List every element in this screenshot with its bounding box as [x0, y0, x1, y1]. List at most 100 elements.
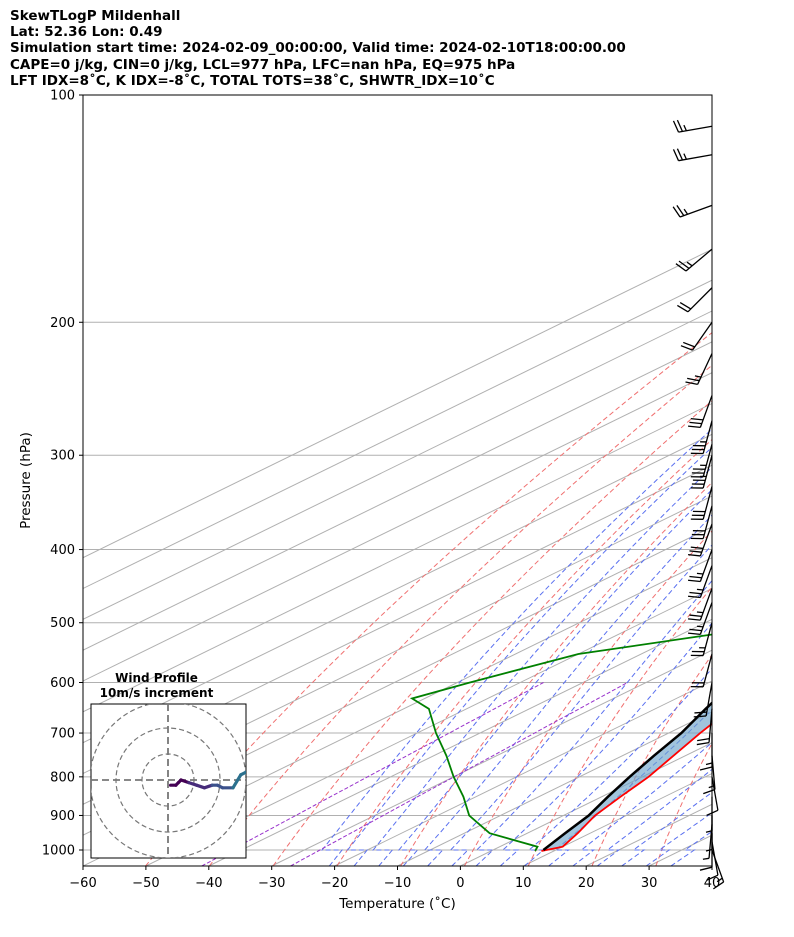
wind-barb-half-flag [705, 830, 713, 833]
isotherm-gridline [83, 341, 712, 651]
wind-barb-flag [693, 715, 707, 718]
hodograph-segment [262, 770, 267, 773]
y-tick-label: 600 [50, 676, 75, 691]
hodograph-title: Wind Profile [115, 671, 198, 685]
wind-barb-flag [672, 149, 680, 161]
dry-adiabat [720, 95, 794, 866]
wind-barb-flag [683, 341, 696, 348]
y-tick-label: 800 [50, 770, 75, 785]
wind-barb [696, 708, 713, 746]
dry-adiabat [336, 438, 712, 866]
wind-barb-half-flag [708, 784, 715, 789]
x-tick-label: −10 [384, 876, 411, 891]
moist-adiabat [596, 768, 712, 866]
isotherm-gridline [83, 248, 712, 559]
hodograph-segment [244, 770, 246, 774]
chart-title: SkewTLogP Mildenhall [10, 8, 181, 24]
moist-adiabat [371, 466, 712, 866]
wind-barb-staff [708, 708, 713, 743]
dry-adiabat [272, 400, 712, 866]
plot-area [83, 95, 794, 866]
wind-barb-staff [702, 443, 713, 478]
wind-barb [690, 455, 713, 489]
wind-barb [688, 602, 713, 636]
wind-barb-half-flag [694, 375, 702, 378]
wind-barb-flag [706, 874, 719, 881]
wind-barb-staff [702, 622, 713, 656]
wind-barb-staff [697, 353, 713, 385]
dry-adiabat [400, 481, 712, 866]
wind-barb-flag [690, 546, 704, 550]
y-tick-label: 900 [50, 809, 75, 824]
wind-barb [690, 486, 713, 520]
wind-barb-flag [689, 628, 702, 632]
x-tick-label: −60 [69, 876, 96, 891]
wind-barb-flag [688, 554, 701, 557]
wind-barb-flag [706, 809, 719, 816]
cape-shading [541, 702, 712, 851]
wind-barb [690, 443, 713, 478]
wind-barb-staff [679, 204, 713, 218]
wind-barb-staff [699, 602, 713, 635]
wind-barb-staff [699, 523, 713, 557]
wind-barb-flag [688, 595, 701, 599]
wind-barb-flag [672, 120, 680, 133]
hodograph-segment [231, 773, 243, 790]
wind-barb-staff [711, 841, 719, 876]
wind-barb-flag [679, 302, 692, 310]
y-tick-label: 700 [50, 727, 75, 742]
y-axis-label: Pressure (hPa) [18, 432, 34, 529]
wind-barb-flag [677, 304, 689, 313]
wind-barb-staff [702, 420, 713, 454]
wind-barb-staff [702, 455, 713, 489]
wind-barb-half-flag [705, 762, 713, 766]
y-tick-label: 300 [50, 449, 75, 464]
isotherm-gridline [711, 865, 712, 866]
wind-barb-half-flag [696, 572, 704, 575]
wind-barb-flag [689, 421, 702, 425]
wind-barb-half-flag [702, 857, 710, 860]
x-tick-label: −30 [258, 876, 285, 891]
wind-barb-flag [689, 575, 702, 579]
wind-barb-flag [676, 119, 684, 132]
isotherm-gridline [83, 526, 712, 836]
isotherm-gridline [460, 742, 712, 866]
wind-barb [706, 841, 719, 881]
wind-barb-flag [689, 550, 702, 553]
wind-barb [675, 248, 713, 272]
y-tick-label: 400 [50, 543, 75, 558]
wind-barb [677, 287, 713, 313]
wind-barb [699, 733, 713, 771]
wind-barb [690, 420, 713, 455]
wind-barb-staff [705, 682, 713, 717]
wind-barb-flag [713, 881, 724, 890]
hodograph-subtitle: 10m/s increment [100, 686, 214, 700]
wind-barb-staff [699, 395, 713, 428]
wind-barb [688, 549, 713, 583]
wind-barb-flag [696, 741, 710, 746]
wind-barb-flag [689, 614, 702, 618]
wind-barb-half-flag [686, 261, 693, 267]
wind-barb-half-flag [683, 208, 689, 215]
wind-barb-half-flag [696, 625, 704, 628]
parcel-profile [542, 701, 712, 851]
isotherm-gridline [208, 618, 712, 866]
wind-barb [693, 682, 713, 718]
hodograph-segment [298, 749, 303, 752]
wind-barb-half-flag [705, 848, 713, 852]
moist-adiabat [670, 830, 712, 866]
isotherm-gridline [83, 402, 712, 713]
wind-barb-flag [678, 260, 690, 269]
indices-line: LFT IDX=8˚C, K IDX=-8˚C, TOTAL TOTS=38˚C… [10, 73, 495, 89]
isotherm-gridline [83, 310, 712, 620]
wind-barb [690, 653, 713, 688]
wind-barb-flag [675, 263, 687, 272]
isotherm-gridline [83, 372, 712, 682]
moist-adiabat [449, 544, 712, 866]
wind-barb [672, 148, 713, 162]
moist-adiabat [346, 446, 712, 866]
dry-adiabat [145, 332, 712, 866]
isotherm-gridline [334, 680, 712, 866]
wind-barb [688, 523, 713, 557]
